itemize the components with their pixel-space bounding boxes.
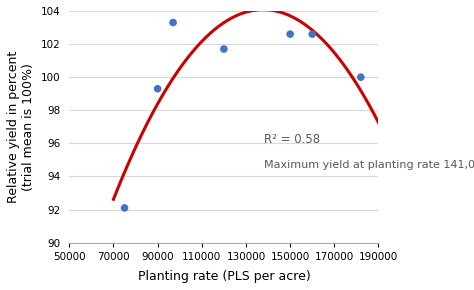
Text: Maximum yield at planting rate 141,000: Maximum yield at planting rate 141,000: [264, 160, 474, 170]
Text: R² = 0.58: R² = 0.58: [264, 133, 320, 146]
Point: [309, 32, 316, 37]
Y-axis label: Relative yield in percent
(trial mean is 100%): Relative yield in percent (trial mean is…: [7, 51, 35, 203]
Point: [220, 47, 228, 51]
Point: [154, 86, 162, 91]
X-axis label: Planting rate (PLS per acre): Planting rate (PLS per acre): [137, 270, 310, 283]
Point: [286, 32, 294, 37]
Point: [357, 75, 365, 79]
Point: [169, 20, 177, 25]
Point: [121, 206, 128, 210]
